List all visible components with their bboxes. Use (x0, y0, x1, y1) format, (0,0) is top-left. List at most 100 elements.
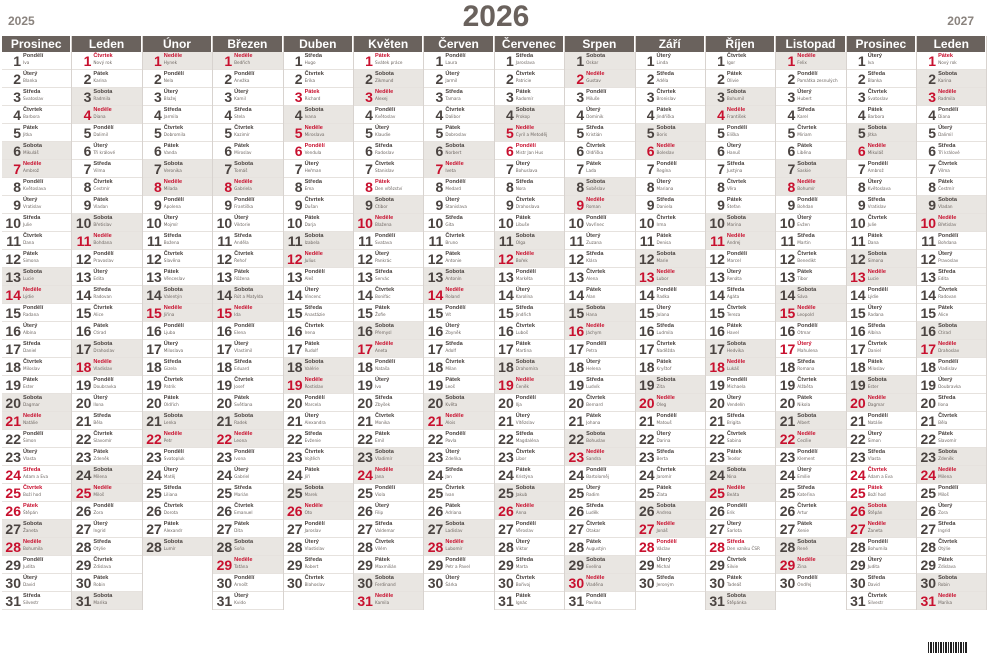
day-cell: 10 Pátek Darja (283, 214, 353, 232)
weekday-label: Úterý (797, 341, 812, 347)
day-cell: 13 Pátek Tibor (776, 268, 846, 286)
nameday-label: Diana (938, 114, 951, 119)
nameday-label: Vilma (938, 168, 950, 173)
nameday-label: Lumír (163, 546, 176, 551)
weekday-label: Pátek (797, 395, 813, 401)
nameday-label: Renáta (726, 276, 742, 281)
nameday-label: Olivie (726, 78, 739, 83)
weekday-label: Neděle (797, 557, 816, 563)
day-cell: 26 Sobota Andrea (635, 502, 705, 520)
nameday-label: Jindřiška (656, 114, 675, 119)
nameday-label: Valentýn (163, 294, 183, 299)
nameday-label: Robin (938, 582, 950, 587)
month-column: Červenec 1 Středa Jaroslava 2 Čtvrtek Patricie… (494, 36, 566, 610)
day-cell: 22 Neděle Leona (213, 430, 283, 448)
day-cell: 30 Pátek Robin (72, 574, 142, 592)
nameday-label: René (797, 546, 808, 551)
day-cell: 13 Pondělí Aleš (283, 268, 353, 286)
day-cell: 24 Středa Adam a Eva (2, 466, 72, 484)
day-cell: 16 Středa Ludmila (635, 322, 705, 340)
nameday-label: Evelína (586, 564, 602, 569)
day-cell: 19 Čtvrtek Alžběta (776, 376, 846, 394)
month-column: Únor 1 Neděle Hynek 2 Pondělí Nela 3 Úterý Blažej… (142, 36, 214, 610)
nameday-label: Stela (234, 114, 245, 119)
weekday-label: Pátek (93, 197, 109, 203)
weekday-label: Čtvrtek (93, 179, 113, 185)
nameday-label: Viola (374, 492, 386, 497)
nameday-label: Vratislav (867, 204, 887, 209)
nameday-label: Památka zesnulých (797, 78, 838, 83)
month-column: Srpen 1 Sobota Oskar 2 Neděle Gustav 3 Pondělí Mi… (565, 36, 636, 610)
day-cell: 16 Čtvrtek Luboš (494, 322, 565, 340)
weekday-label: Pátek (234, 269, 250, 275)
day-number: 12 (920, 251, 937, 267)
day-number: 22 (709, 431, 725, 447)
day-number: 27 (568, 521, 585, 537)
nameday-label: Matěj (163, 474, 176, 479)
weekday-label: Pátek (726, 449, 742, 455)
day-number: 30 (75, 575, 92, 591)
weekday-label: Úterý (163, 467, 179, 473)
day-number: 25 (920, 485, 937, 501)
day-number: 28 (779, 539, 796, 555)
nameday-label: Vratislav (23, 204, 42, 209)
day-number: 12 (75, 251, 92, 267)
day-number: 31 (709, 593, 725, 609)
day-cell: 29 Neděle Zina (776, 556, 846, 574)
day-cell: 9 Pondělí Františka (213, 196, 283, 214)
day-cell: 29 Pátek Zdislava (917, 556, 987, 574)
weekday-label: Neděle (656, 269, 675, 275)
nameday-label: Stanislava (445, 204, 467, 209)
day-cell: 20 Neděle Oleg (635, 394, 705, 412)
nameday-label: Hubert (797, 96, 812, 101)
day-cell: 7 Pondělí Ambrož (846, 160, 917, 178)
day-number: 14 (920, 287, 937, 303)
nameday-label: Bořek (515, 258, 528, 263)
day-cell: 2 Pondělí Anežka (213, 70, 283, 88)
nameday-label: Milena (93, 474, 108, 479)
weekday-label: Čtvrtek (726, 557, 747, 563)
day-cell: 15 Úterý Radana (846, 304, 917, 322)
nameday-label: Petra (586, 348, 598, 353)
day-cell: 26 Neděle Anna (494, 502, 565, 520)
nameday-label: Irena (304, 330, 316, 335)
weekday-label: Čtvrtek (586, 269, 606, 275)
day-cell: 29 Čtvrtek Silvie (705, 556, 776, 574)
day-cell: 22 Středa Evženie (283, 430, 353, 448)
day-number: 10 (75, 215, 92, 231)
day-number: 1 (365, 53, 373, 69)
day-number: 3 (153, 89, 162, 105)
weekday-label: Středa (656, 71, 674, 77)
day-number: 18 (568, 359, 585, 375)
day-number: 11 (569, 233, 585, 249)
nameday-label: Marek (304, 492, 318, 497)
nameday-label: Bonifác (374, 294, 391, 299)
day-number: 16 (75, 323, 92, 339)
nameday-label: Alice (93, 312, 104, 317)
nameday-label: Lubor (656, 276, 669, 281)
day-number: 24 (5, 467, 21, 483)
weekday-label: Středa (445, 89, 463, 95)
day-cell: 25 Pátek Zlata (635, 484, 705, 502)
weekday-label: Pondělí (656, 413, 677, 419)
weekday-label: Pondělí (656, 287, 677, 293)
day-cell: 25 Neděle Miloš (72, 484, 142, 502)
weekday-label: Pondělí (93, 503, 114, 509)
day-number: 9 (717, 197, 725, 213)
nameday-label: Šimon (23, 438, 37, 443)
day-number: 20 (286, 395, 303, 411)
weekday-label: Pátek (445, 377, 461, 383)
nameday-label: Albína (23, 330, 37, 335)
day-number: 17 (286, 341, 303, 357)
day-number: 29 (920, 557, 937, 573)
nameday-label: Zdeněk (938, 456, 954, 461)
day-number: 11 (498, 233, 514, 249)
nameday-label: Erika (304, 78, 316, 83)
weekday-label: Sobota (374, 449, 394, 455)
day-number: 20 (920, 395, 937, 411)
day-cell: 24 Neděle Jana (353, 466, 424, 484)
day-cell: 28 Sobota Lumír (142, 538, 213, 556)
nameday-label: Boleslav (656, 150, 675, 155)
nameday-label: Světlana (234, 402, 253, 407)
day-cell: 13 Středa Servác (353, 268, 424, 286)
